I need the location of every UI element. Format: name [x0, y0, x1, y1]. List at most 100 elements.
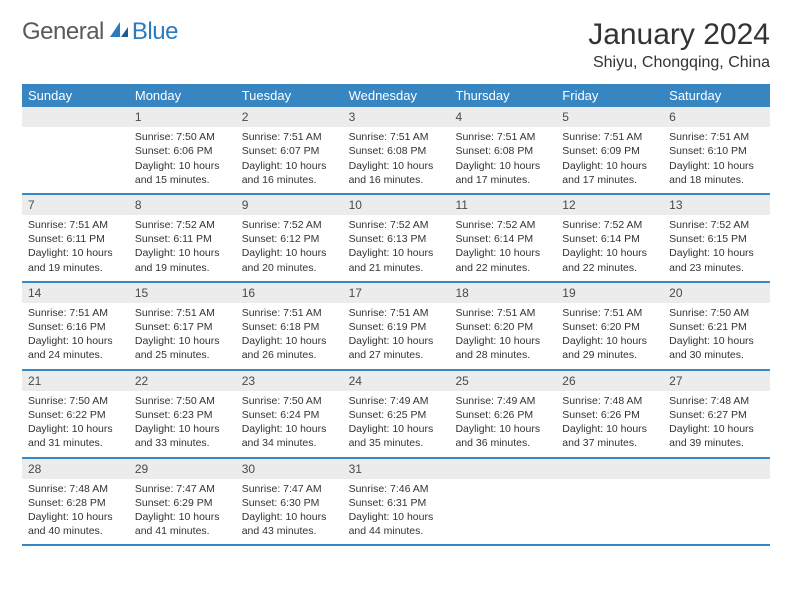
- sunset-text: Sunset: 6:23 PM: [135, 408, 230, 422]
- day-number: 9: [236, 195, 343, 215]
- daylight-text: Daylight: 10 hours and 44 minutes.: [349, 510, 444, 538]
- day-number: 24: [343, 371, 450, 391]
- sunrise-text: Sunrise: 7:52 AM: [669, 218, 764, 232]
- day-cell: [556, 459, 663, 545]
- day-content: Sunrise: 7:51 AMSunset: 6:08 PMDaylight:…: [449, 127, 556, 193]
- sunset-text: Sunset: 6:25 PM: [349, 408, 444, 422]
- day-cell: 8Sunrise: 7:52 AMSunset: 6:11 PMDaylight…: [129, 195, 236, 281]
- day-number: 14: [22, 283, 129, 303]
- sunrise-text: Sunrise: 7:50 AM: [669, 306, 764, 320]
- day-number: 3: [343, 107, 450, 127]
- week-row: 21Sunrise: 7:50 AMSunset: 6:22 PMDayligh…: [22, 371, 770, 459]
- sunrise-text: Sunrise: 7:51 AM: [455, 306, 550, 320]
- day-content: Sunrise: 7:50 AMSunset: 6:24 PMDaylight:…: [236, 391, 343, 457]
- day-content: Sunrise: 7:52 AMSunset: 6:11 PMDaylight:…: [129, 215, 236, 281]
- daylight-text: Daylight: 10 hours and 43 minutes.: [242, 510, 337, 538]
- day-cell: 16Sunrise: 7:51 AMSunset: 6:18 PMDayligh…: [236, 283, 343, 369]
- daylight-text: Daylight: 10 hours and 24 minutes.: [28, 334, 123, 362]
- daylight-text: Daylight: 10 hours and 30 minutes.: [669, 334, 764, 362]
- day-cell: 30Sunrise: 7:47 AMSunset: 6:30 PMDayligh…: [236, 459, 343, 545]
- title-block: January 2024 Shiyu, Chongqing, China: [588, 18, 770, 72]
- sunset-text: Sunset: 6:24 PM: [242, 408, 337, 422]
- sunrise-text: Sunrise: 7:52 AM: [135, 218, 230, 232]
- day-cell: 31Sunrise: 7:46 AMSunset: 6:31 PMDayligh…: [343, 459, 450, 545]
- logo: General Blue: [22, 18, 178, 46]
- week-row: 7Sunrise: 7:51 AMSunset: 6:11 PMDaylight…: [22, 195, 770, 283]
- sunset-text: Sunset: 6:20 PM: [562, 320, 657, 334]
- daylight-text: Daylight: 10 hours and 23 minutes.: [669, 246, 764, 274]
- day-header-sunday: Sunday: [22, 84, 129, 107]
- daylight-text: Daylight: 10 hours and 28 minutes.: [455, 334, 550, 362]
- day-content: Sunrise: 7:50 AMSunset: 6:23 PMDaylight:…: [129, 391, 236, 457]
- sunrise-text: Sunrise: 7:47 AM: [135, 482, 230, 496]
- empty-day-header: [556, 459, 663, 479]
- day-cell: 12Sunrise: 7:52 AMSunset: 6:14 PMDayligh…: [556, 195, 663, 281]
- sunrise-text: Sunrise: 7:51 AM: [562, 306, 657, 320]
- empty-day-header: [449, 459, 556, 479]
- day-header-thursday: Thursday: [449, 84, 556, 107]
- day-content: Sunrise: 7:47 AMSunset: 6:30 PMDaylight:…: [236, 479, 343, 545]
- day-content: Sunrise: 7:48 AMSunset: 6:27 PMDaylight:…: [663, 391, 770, 457]
- sunrise-text: Sunrise: 7:51 AM: [135, 306, 230, 320]
- day-cell: 23Sunrise: 7:50 AMSunset: 6:24 PMDayligh…: [236, 371, 343, 457]
- day-cell: 20Sunrise: 7:50 AMSunset: 6:21 PMDayligh…: [663, 283, 770, 369]
- sunrise-text: Sunrise: 7:51 AM: [28, 218, 123, 232]
- calendar: SundayMondayTuesdayWednesdayThursdayFrid…: [22, 84, 770, 546]
- daylight-text: Daylight: 10 hours and 16 minutes.: [242, 159, 337, 187]
- sunrise-text: Sunrise: 7:52 AM: [242, 218, 337, 232]
- day-cell: 22Sunrise: 7:50 AMSunset: 6:23 PMDayligh…: [129, 371, 236, 457]
- daylight-text: Daylight: 10 hours and 21 minutes.: [349, 246, 444, 274]
- day-cell: 28Sunrise: 7:48 AMSunset: 6:28 PMDayligh…: [22, 459, 129, 545]
- day-cell: 29Sunrise: 7:47 AMSunset: 6:29 PMDayligh…: [129, 459, 236, 545]
- sunset-text: Sunset: 6:29 PM: [135, 496, 230, 510]
- day-cell: 3Sunrise: 7:51 AMSunset: 6:08 PMDaylight…: [343, 107, 450, 193]
- day-cell: 17Sunrise: 7:51 AMSunset: 6:19 PMDayligh…: [343, 283, 450, 369]
- day-number: 26: [556, 371, 663, 391]
- day-content: Sunrise: 7:51 AMSunset: 6:08 PMDaylight:…: [343, 127, 450, 193]
- day-number: 4: [449, 107, 556, 127]
- sunrise-text: Sunrise: 7:50 AM: [242, 394, 337, 408]
- day-cell: 24Sunrise: 7:49 AMSunset: 6:25 PMDayligh…: [343, 371, 450, 457]
- sunset-text: Sunset: 6:20 PM: [455, 320, 550, 334]
- day-number: 31: [343, 459, 450, 479]
- day-header-wednesday: Wednesday: [343, 84, 450, 107]
- sunset-text: Sunset: 6:28 PM: [28, 496, 123, 510]
- day-cell: 9Sunrise: 7:52 AMSunset: 6:12 PMDaylight…: [236, 195, 343, 281]
- day-number: 22: [129, 371, 236, 391]
- sunset-text: Sunset: 6:26 PM: [562, 408, 657, 422]
- daylight-text: Daylight: 10 hours and 19 minutes.: [28, 246, 123, 274]
- day-cell: 1Sunrise: 7:50 AMSunset: 6:06 PMDaylight…: [129, 107, 236, 193]
- sunset-text: Sunset: 6:14 PM: [562, 232, 657, 246]
- sunset-text: Sunset: 6:22 PM: [28, 408, 123, 422]
- sunrise-text: Sunrise: 7:51 AM: [455, 130, 550, 144]
- day-cell: 14Sunrise: 7:51 AMSunset: 6:16 PMDayligh…: [22, 283, 129, 369]
- empty-day-header: [22, 107, 129, 127]
- day-content: Sunrise: 7:49 AMSunset: 6:26 PMDaylight:…: [449, 391, 556, 457]
- day-cell: [663, 459, 770, 545]
- sunset-text: Sunset: 6:07 PM: [242, 144, 337, 158]
- day-cell: 6Sunrise: 7:51 AMSunset: 6:10 PMDaylight…: [663, 107, 770, 193]
- day-cell: 18Sunrise: 7:51 AMSunset: 6:20 PMDayligh…: [449, 283, 556, 369]
- sunset-text: Sunset: 6:09 PM: [562, 144, 657, 158]
- daylight-text: Daylight: 10 hours and 39 minutes.: [669, 422, 764, 450]
- daylight-text: Daylight: 10 hours and 25 minutes.: [135, 334, 230, 362]
- sunset-text: Sunset: 6:26 PM: [455, 408, 550, 422]
- day-number: 12: [556, 195, 663, 215]
- sunrise-text: Sunrise: 7:46 AM: [349, 482, 444, 496]
- sunrise-text: Sunrise: 7:48 AM: [562, 394, 657, 408]
- sunrise-text: Sunrise: 7:50 AM: [135, 394, 230, 408]
- day-number: 25: [449, 371, 556, 391]
- day-cell: 10Sunrise: 7:52 AMSunset: 6:13 PMDayligh…: [343, 195, 450, 281]
- sunrise-text: Sunrise: 7:51 AM: [28, 306, 123, 320]
- daylight-text: Daylight: 10 hours and 16 minutes.: [349, 159, 444, 187]
- day-cell: 11Sunrise: 7:52 AMSunset: 6:14 PMDayligh…: [449, 195, 556, 281]
- sunrise-text: Sunrise: 7:49 AM: [455, 394, 550, 408]
- sunrise-text: Sunrise: 7:51 AM: [242, 130, 337, 144]
- daylight-text: Daylight: 10 hours and 31 minutes.: [28, 422, 123, 450]
- day-content: Sunrise: 7:52 AMSunset: 6:12 PMDaylight:…: [236, 215, 343, 281]
- day-cell: 26Sunrise: 7:48 AMSunset: 6:26 PMDayligh…: [556, 371, 663, 457]
- day-number: 15: [129, 283, 236, 303]
- day-content: Sunrise: 7:50 AMSunset: 6:21 PMDaylight:…: [663, 303, 770, 369]
- logo-text-blue: Blue: [132, 18, 178, 46]
- day-number: 1: [129, 107, 236, 127]
